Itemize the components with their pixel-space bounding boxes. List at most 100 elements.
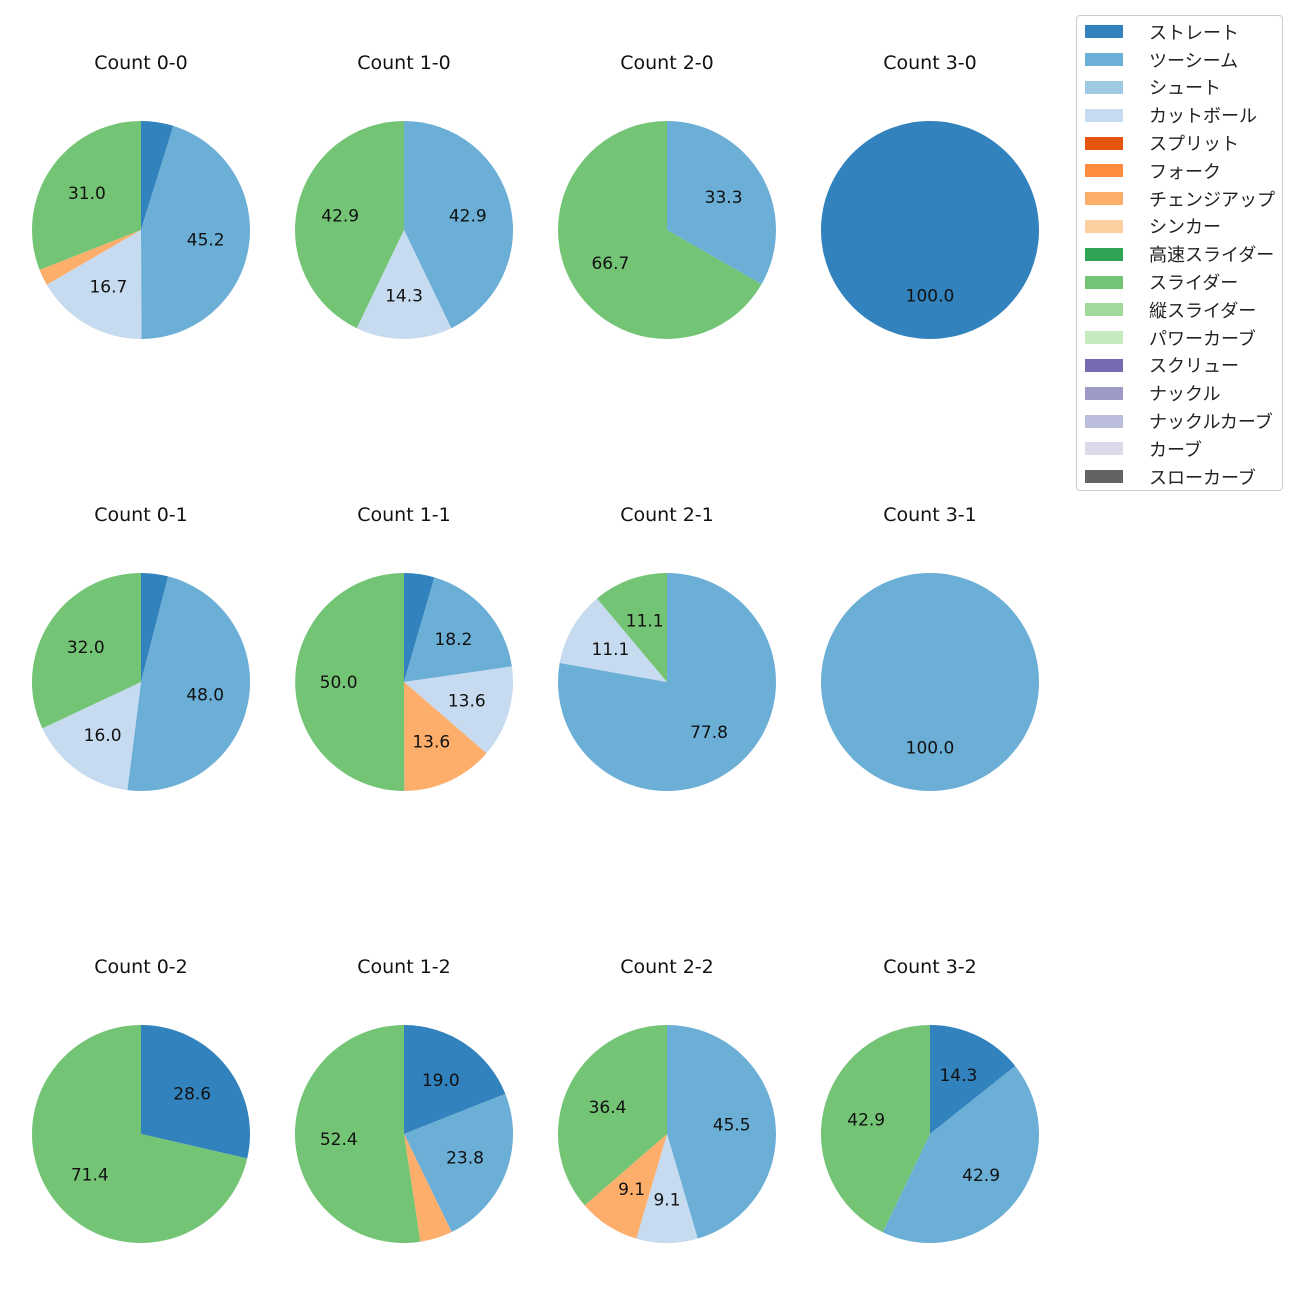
pie-slice bbox=[584, 1134, 667, 1239]
legend-swatch bbox=[1085, 53, 1123, 67]
pie-slice bbox=[667, 121, 776, 285]
legend-item: ストレート bbox=[1077, 18, 1282, 46]
legend-label: シンカー bbox=[1149, 217, 1221, 239]
legend-label: チェンジアップ bbox=[1149, 189, 1275, 211]
chart-title: Count 1-0 bbox=[357, 52, 451, 74]
pie-chart: Count 2-1 77.8 11.1 11.1 bbox=[557, 504, 776, 791]
slice-value-label: 50.0 bbox=[320, 673, 358, 693]
slice-value-label: 71.4 bbox=[71, 1166, 109, 1186]
pie-chart: Count 1-1 18.2 13.6 13.6 50.0 bbox=[295, 504, 514, 792]
slice-value-label: 42.9 bbox=[449, 206, 487, 226]
slice-value-label: 14.3 bbox=[385, 286, 423, 306]
slice-value-label: 42.9 bbox=[962, 1166, 1000, 1186]
slice-value-label: 31.0 bbox=[68, 184, 106, 204]
slice-value-label: 23.8 bbox=[446, 1149, 484, 1169]
legend-swatch bbox=[1085, 303, 1123, 317]
pie-slice bbox=[404, 1134, 452, 1242]
legend-item: 縦スライダー bbox=[1077, 296, 1282, 324]
legend-item: スライダー bbox=[1077, 268, 1282, 296]
pie-slice bbox=[141, 125, 251, 339]
legend-label: カーブ bbox=[1149, 439, 1202, 461]
pie-slice bbox=[32, 121, 141, 270]
pie-chart: Count 2-0 33.3 66.7 bbox=[557, 52, 776, 339]
legend-item: チェンジアップ bbox=[1077, 185, 1282, 213]
chart-title: Count 3-2 bbox=[883, 956, 977, 978]
pie-slice bbox=[636, 1134, 698, 1243]
slice-value-label: 14.3 bbox=[939, 1066, 977, 1086]
pie-slice bbox=[404, 121, 514, 329]
slice-value-label: 66.7 bbox=[591, 254, 629, 274]
pie-slice bbox=[404, 577, 512, 682]
pie-slice bbox=[404, 573, 435, 682]
pie-chart: Count 1-0 42.9 14.3 42.9 bbox=[294, 52, 514, 340]
pie-slice bbox=[559, 598, 667, 682]
pie-slice bbox=[557, 120, 762, 339]
pie-slice bbox=[356, 230, 452, 340]
legend-swatch bbox=[1085, 275, 1123, 289]
legend-swatch bbox=[1085, 219, 1123, 233]
slice-value-label: 9.1 bbox=[653, 1190, 680, 1210]
chart-title: Count 1-1 bbox=[357, 504, 451, 526]
slice-value-label: 48.0 bbox=[186, 685, 224, 705]
pie-slice bbox=[42, 682, 142, 791]
legend-swatch bbox=[1085, 358, 1123, 372]
legend-label: スローカーブ bbox=[1149, 467, 1256, 489]
legend-label: ツーシーム bbox=[1149, 50, 1239, 72]
legend-label: スライダー bbox=[1149, 273, 1239, 295]
pie-slice bbox=[821, 121, 1039, 339]
pie-slice bbox=[127, 576, 251, 792]
pie-chart: Count 3-2 14.3 42.9 42.9 bbox=[820, 956, 1040, 1244]
legend-label: スプリット bbox=[1149, 134, 1239, 156]
chart-title: Count 3-1 bbox=[883, 504, 977, 526]
pie-chart: Count 3-0 100.0 bbox=[821, 52, 1039, 339]
legend-swatch bbox=[1085, 108, 1123, 122]
legend-label: パワーカーブ bbox=[1149, 328, 1256, 350]
pie-slice bbox=[295, 573, 405, 792]
pie-slice bbox=[404, 1093, 514, 1233]
pie-slice bbox=[820, 1025, 930, 1233]
chart-title: Count 0-1 bbox=[94, 504, 188, 526]
legend-swatch bbox=[1085, 80, 1123, 94]
chart-title: Count 2-1 bbox=[620, 504, 714, 526]
pie-slice bbox=[930, 1025, 1016, 1134]
pie-slice bbox=[557, 573, 776, 791]
pie-slice bbox=[294, 1024, 421, 1243]
slice-value-label: 42.9 bbox=[847, 1110, 885, 1130]
legend-item: ナックルカーブ bbox=[1077, 407, 1282, 435]
legend-item: スローカーブ bbox=[1077, 463, 1282, 491]
pie-slice bbox=[404, 666, 514, 754]
legend-item: シンカー bbox=[1077, 213, 1282, 241]
chart-title: Count 2-0 bbox=[620, 52, 714, 74]
pie-slice bbox=[46, 230, 142, 340]
legend-label: ナックルカーブ bbox=[1149, 412, 1273, 434]
legend-label: シュート bbox=[1149, 78, 1221, 100]
chart-legend: ストレートツーシームシュートカットボール スプリット フォークチェンジアップ シンカー… bbox=[1076, 15, 1283, 491]
slice-value-label: 18.2 bbox=[434, 630, 472, 650]
pie-slice bbox=[404, 682, 487, 791]
legend-item: パワーカーブ bbox=[1077, 324, 1282, 352]
legend-swatch bbox=[1085, 136, 1123, 150]
legend-label: 高速スライダー bbox=[1149, 245, 1275, 267]
slice-value-label: 11.1 bbox=[591, 640, 629, 660]
pie-slice bbox=[141, 1025, 250, 1159]
pie-chart: Count 1-2 19.0 23.8 52.4 bbox=[294, 956, 514, 1243]
slice-value-label: 36.4 bbox=[589, 1098, 627, 1118]
legend-swatch bbox=[1085, 442, 1123, 456]
legend-swatch bbox=[1085, 414, 1123, 428]
legend-swatch bbox=[1085, 470, 1123, 484]
pie-slice bbox=[596, 573, 667, 682]
chart-title: Count 2-2 bbox=[620, 956, 714, 978]
legend-label: カットボール bbox=[1149, 106, 1257, 128]
legend-item: スプリット bbox=[1077, 129, 1282, 157]
slice-value-label: 19.0 bbox=[422, 1071, 460, 1091]
slice-value-label: 100.0 bbox=[906, 738, 955, 758]
pie-slice bbox=[31, 1025, 248, 1244]
legend-item: フォーク bbox=[1077, 157, 1282, 185]
pie-slice bbox=[141, 572, 169, 682]
legend-label: 縦スライダー bbox=[1149, 300, 1257, 322]
slice-value-label: 9.1 bbox=[618, 1180, 645, 1200]
legend-swatch bbox=[1085, 25, 1123, 39]
legend-item: スクリュー bbox=[1077, 352, 1282, 380]
legend-item: ツーシーム bbox=[1077, 46, 1282, 74]
